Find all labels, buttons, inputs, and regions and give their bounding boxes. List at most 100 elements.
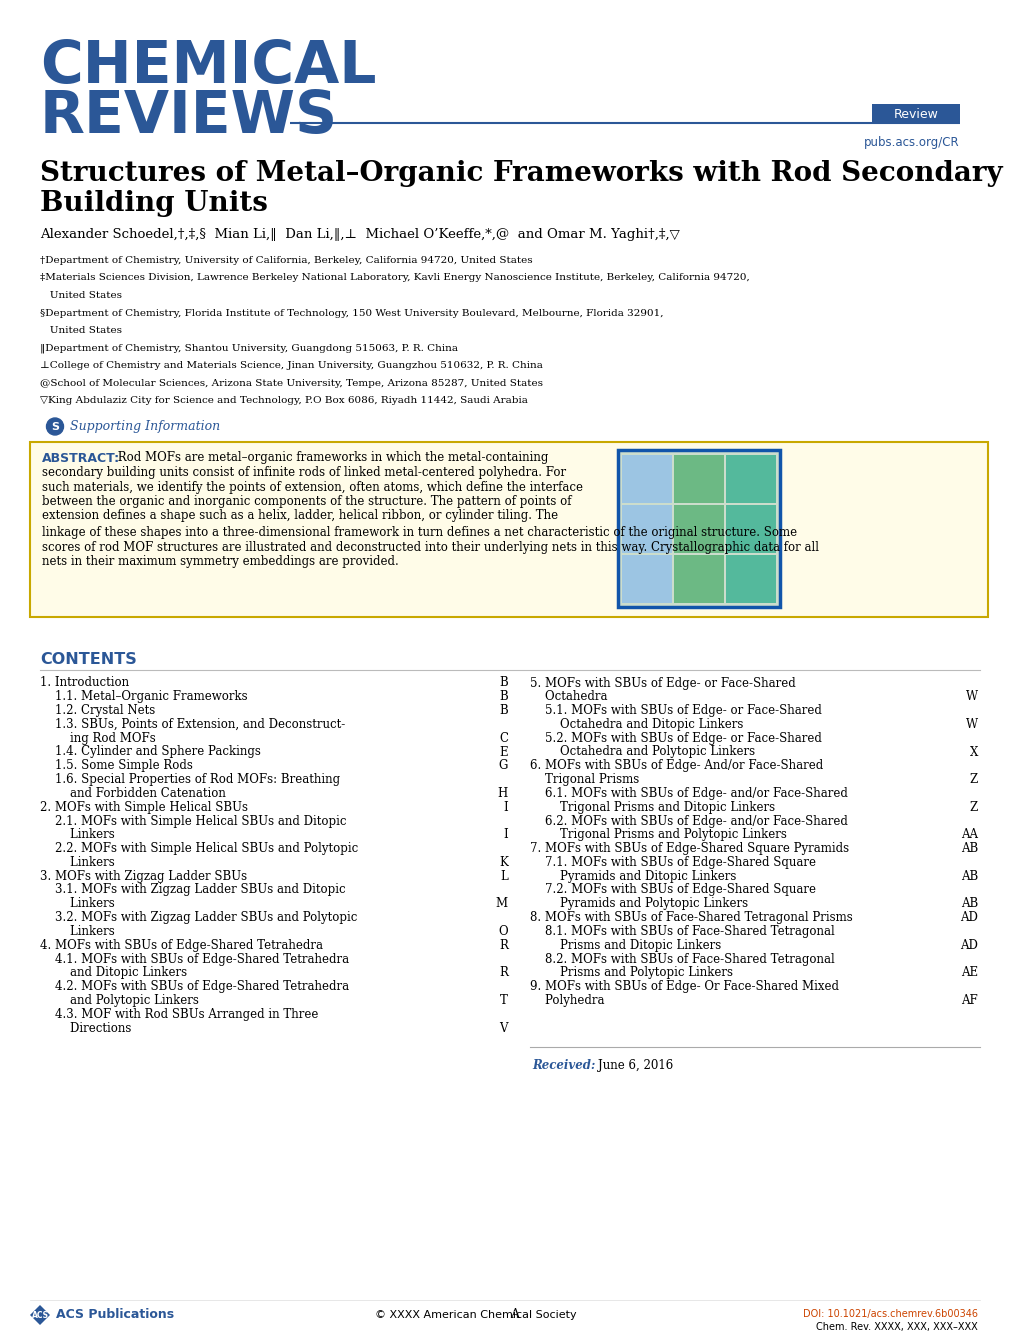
Text: ACS Publications: ACS Publications	[56, 1309, 174, 1322]
Text: H: H	[497, 787, 507, 800]
Text: AA: AA	[960, 828, 977, 842]
Text: Pyramids and Polytopic Linkers: Pyramids and Polytopic Linkers	[530, 898, 747, 910]
Text: Review: Review	[893, 108, 937, 120]
Text: 8. MOFs with SBUs of Face-Shared Tetragonal Prisms: 8. MOFs with SBUs of Face-Shared Tetrago…	[530, 911, 852, 924]
Text: Linkers: Linkers	[40, 856, 115, 868]
Text: Directions: Directions	[40, 1022, 131, 1034]
Text: ACS: ACS	[32, 1310, 49, 1319]
Text: Polyhedra: Polyhedra	[530, 994, 604, 1007]
Text: Chem. Rev. XXXX, XXX, XXX–XXX: Chem. Rev. XXXX, XXX, XXX–XXX	[815, 1322, 977, 1333]
Text: 5. MOFs with SBUs of Edge- or Face-Shared: 5. MOFs with SBUs of Edge- or Face-Share…	[530, 676, 795, 690]
Bar	[674, 455, 723, 503]
Text: Octahedra and Ditopic Linkers: Octahedra and Ditopic Linkers	[530, 718, 743, 731]
Text: @School of Molecular Sciences, Arizona State University, Tempe, Arizona 85287, U: @School of Molecular Sciences, Arizona S…	[40, 379, 542, 387]
Text: 1.4. Cylinder and Sphere Packings: 1.4. Cylinder and Sphere Packings	[40, 746, 261, 759]
Text: 9. MOFs with SBUs of Edge- Or Face-Shared Mixed: 9. MOFs with SBUs of Edge- Or Face-Share…	[530, 980, 839, 992]
Text: 1.1. Metal–Organic Frameworks: 1.1. Metal–Organic Frameworks	[40, 690, 248, 703]
Text: scores of rod MOF structures are illustrated and deconstructed into their underl: scores of rod MOF structures are illustr…	[42, 540, 818, 554]
Text: 5.2. MOFs with SBUs of Edge- or Face-Shared: 5.2. MOFs with SBUs of Edge- or Face-Sha…	[530, 732, 821, 744]
Text: Supporting Information: Supporting Information	[70, 420, 220, 434]
Text: 7.1. MOFs with SBUs of Edge-Shared Square: 7.1. MOFs with SBUs of Edge-Shared Squar…	[530, 856, 815, 868]
Text: ▽King Abdulaziz City for Science and Technology, P.O Box 6086, Riyadh 11442, Sau: ▽King Abdulaziz City for Science and Tec…	[40, 396, 528, 406]
Text: 2.2. MOFs with Simple Helical SBUs and Polytopic: 2.2. MOFs with Simple Helical SBUs and P…	[40, 842, 358, 855]
Text: O: O	[498, 924, 507, 938]
Text: linkage of these shapes into a three-dimensional framework in turn defines a net: linkage of these shapes into a three-dim…	[42, 526, 796, 539]
Text: R: R	[498, 939, 507, 951]
Text: nets in their maximum symmetry embeddings are provided.: nets in their maximum symmetry embedding…	[42, 555, 398, 568]
Text: United States: United States	[40, 291, 122, 300]
Text: AD: AD	[959, 939, 977, 951]
Polygon shape	[30, 1305, 50, 1325]
Bar	[674, 504, 723, 552]
Text: AB: AB	[960, 898, 977, 910]
Text: R: R	[498, 966, 507, 979]
Text: I: I	[502, 800, 507, 814]
Text: and Forbidden Catenation: and Forbidden Catenation	[40, 787, 225, 800]
Text: 2.1. MOFs with Simple Helical SBUs and Ditopic: 2.1. MOFs with Simple Helical SBUs and D…	[40, 815, 346, 827]
Text: AB: AB	[960, 870, 977, 883]
Text: 3. MOFs with Zigzag Ladder SBUs: 3. MOFs with Zigzag Ladder SBUs	[40, 870, 247, 883]
Text: 4.1. MOFs with SBUs of Edge-Shared Tetrahedra: 4.1. MOFs with SBUs of Edge-Shared Tetra…	[40, 952, 348, 966]
Text: 5.1. MOFs with SBUs of Edge- or Face-Shared: 5.1. MOFs with SBUs of Edge- or Face-Sha…	[530, 704, 821, 718]
Text: Linkers: Linkers	[40, 898, 115, 910]
Text: 4.2. MOFs with SBUs of Edge-Shared Tetrahedra: 4.2. MOFs with SBUs of Edge-Shared Tetra…	[40, 980, 348, 992]
Bar	[622, 555, 672, 603]
Text: AF: AF	[960, 994, 977, 1007]
Text: DOI: 10.1021/acs.chemrev.6b00346: DOI: 10.1021/acs.chemrev.6b00346	[802, 1309, 977, 1319]
Text: Rod MOFs are metal–organic frameworks in which the metal-containing: Rod MOFs are metal–organic frameworks in…	[114, 451, 548, 464]
Text: W: W	[965, 718, 977, 731]
Text: Octahedra: Octahedra	[530, 690, 607, 703]
Text: X: X	[969, 746, 977, 759]
Text: June 6, 2016: June 6, 2016	[597, 1059, 673, 1073]
Text: G: G	[498, 759, 507, 772]
Text: M: M	[495, 898, 507, 910]
Text: E: E	[499, 746, 507, 759]
Text: Building Units: Building Units	[40, 189, 268, 217]
Text: 6.1. MOFs with SBUs of Edge- and/or Face-Shared: 6.1. MOFs with SBUs of Edge- and/or Face…	[530, 787, 847, 800]
Text: such materials, we identify the points of extension, often atoms, which define t: such materials, we identify the points o…	[42, 480, 583, 494]
Text: 4.3. MOF with Rod SBUs Arranged in Three: 4.3. MOF with Rod SBUs Arranged in Three	[40, 1007, 318, 1021]
Text: between the organic and inorganic components of the structure. The pattern of po: between the organic and inorganic compon…	[42, 495, 571, 508]
Text: T: T	[499, 994, 507, 1007]
Text: CHEMICAL: CHEMICAL	[40, 37, 376, 95]
Text: 6.2. MOFs with SBUs of Edge- and/or Face-Shared: 6.2. MOFs with SBUs of Edge- and/or Face…	[530, 815, 847, 827]
Text: REVIEWS: REVIEWS	[40, 88, 337, 145]
Text: B: B	[498, 690, 507, 703]
Text: A: A	[510, 1309, 519, 1322]
Text: Z: Z	[969, 800, 977, 814]
Text: 2. MOFs with Simple Helical SBUs: 2. MOFs with Simple Helical SBUs	[40, 800, 248, 814]
Text: AD: AD	[959, 911, 977, 924]
Text: 1.2. Crystal Nets: 1.2. Crystal Nets	[40, 704, 155, 718]
Text: ABSTRACT:: ABSTRACT:	[42, 451, 120, 464]
Text: ⊥College of Chemistry and Materials Science, Jinan University, Guangzhou 510632,: ⊥College of Chemistry and Materials Scie…	[40, 362, 542, 370]
Text: L: L	[499, 870, 507, 883]
Bar	[726, 504, 775, 552]
Text: I: I	[502, 828, 507, 842]
Bar	[622, 455, 672, 503]
Text: Linkers: Linkers	[40, 924, 115, 938]
Text: 1. Introduction: 1. Introduction	[40, 676, 129, 690]
Bar	[726, 455, 775, 503]
Bar	[871, 104, 959, 124]
Text: V: V	[499, 1022, 507, 1034]
Text: United States: United States	[40, 325, 122, 335]
Text: B: B	[498, 704, 507, 718]
Text: AE: AE	[960, 966, 977, 979]
Text: Pyramids and Ditopic Linkers: Pyramids and Ditopic Linkers	[530, 870, 736, 883]
Text: Trigonal Prisms and Polytopic Linkers: Trigonal Prisms and Polytopic Linkers	[530, 828, 786, 842]
Bar	[618, 450, 780, 607]
Text: Received:: Received:	[532, 1059, 595, 1073]
Text: Prisms and Polytopic Linkers: Prisms and Polytopic Linkers	[530, 966, 733, 979]
Text: 8.2. MOFs with SBUs of Face-Shared Tetragonal: 8.2. MOFs with SBUs of Face-Shared Tetra…	[530, 952, 834, 966]
Text: extension defines a shape such as a helix, ladder, helical ribbon, or cylinder t: extension defines a shape such as a heli…	[42, 510, 557, 523]
Text: †Department of Chemistry, University of California, Berkeley, California 94720, : †Department of Chemistry, University of …	[40, 256, 532, 265]
Text: 8.1. MOFs with SBUs of Face-Shared Tetragonal: 8.1. MOFs with SBUs of Face-Shared Tetra…	[530, 924, 834, 938]
Text: and Polytopic Linkers: and Polytopic Linkers	[40, 994, 199, 1007]
Text: and Ditopic Linkers: and Ditopic Linkers	[40, 966, 186, 979]
Text: secondary building units consist of infinite rods of linked metal-centered polyh: secondary building units consist of infi…	[42, 466, 566, 479]
Text: CONTENTS: CONTENTS	[40, 651, 137, 667]
Bar	[726, 555, 775, 603]
Text: © XXXX American Chemical Society: © XXXX American Chemical Society	[375, 1310, 576, 1321]
Text: Octahedra and Polytopic Linkers: Octahedra and Polytopic Linkers	[530, 746, 754, 759]
Text: Linkers: Linkers	[40, 828, 115, 842]
